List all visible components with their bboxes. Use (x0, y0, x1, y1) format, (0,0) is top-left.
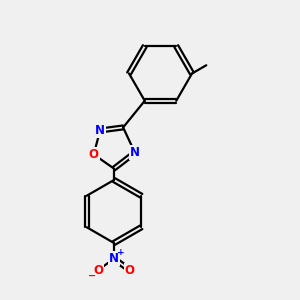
Text: −: − (88, 271, 96, 281)
Text: O: O (89, 148, 99, 161)
Text: N: N (95, 124, 105, 137)
Text: O: O (124, 263, 135, 277)
Text: N: N (130, 146, 140, 159)
Text: O: O (93, 263, 103, 277)
Text: N: N (109, 252, 119, 265)
Text: +: + (117, 248, 124, 257)
